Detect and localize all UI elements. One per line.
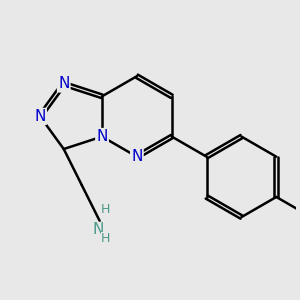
- Text: N: N: [93, 223, 104, 238]
- Text: N: N: [96, 129, 108, 144]
- Text: N: N: [131, 149, 142, 164]
- Text: N: N: [58, 76, 69, 92]
- Text: H: H: [101, 203, 111, 216]
- Text: N: N: [34, 109, 46, 124]
- Text: H: H: [101, 232, 111, 245]
